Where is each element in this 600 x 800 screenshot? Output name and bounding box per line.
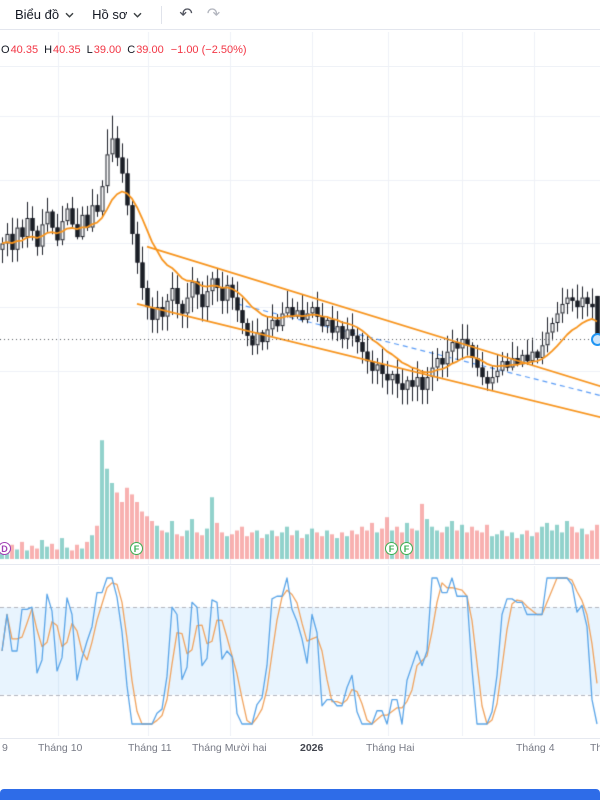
close-value: 39.00 — [136, 44, 164, 56]
low-label: L — [86, 44, 93, 56]
chart-menu-label: Biểu đồ — [15, 7, 60, 22]
x-axis-label: Tháng 4 — [516, 742, 555, 754]
x-axis-label: Tháng 11 — [128, 742, 172, 754]
event-marker-financial-report[interactable]: F — [385, 542, 398, 555]
open-value: 40.35 — [10, 44, 39, 56]
volume-pane[interactable] — [0, 432, 600, 564]
top-toolbar: Biểu đồ Hồ sơ ↶ ↷ — [0, 0, 600, 30]
ohlc-legend: O 40.35 H 40.35 L 39.00 C 39.00 −1.00 (−2.50… — [1, 44, 247, 56]
stochastic-pane[interactable] — [0, 566, 600, 736]
chevron-down-icon — [133, 12, 142, 18]
chevron-down-icon — [65, 12, 74, 18]
high-label: H — [44, 44, 53, 56]
profile-menu-button[interactable]: Hồ sơ — [83, 3, 151, 26]
x-axis-label: Tháng Hai — [366, 742, 415, 754]
x-axis-label: Tháng Mười hai — [192, 742, 267, 754]
high-value: 40.35 — [53, 44, 81, 56]
price-chart-pane[interactable] — [0, 32, 600, 432]
low-value: 39.00 — [93, 44, 122, 56]
close-label: C — [127, 44, 136, 56]
time-axis[interactable]: 9 Tháng 10 Tháng 11 Tháng Mười hai 2026 Tháng… — [0, 739, 600, 761]
change-value: −1.00 (−2.50%) — [170, 44, 247, 56]
pane-separator — [0, 738, 600, 739]
chart-menu-button[interactable]: Biểu đồ — [6, 3, 83, 26]
x-axis-label: Th — [590, 742, 600, 754]
redo-button[interactable]: ↷ — [200, 5, 227, 25]
profile-menu-label: Hồ sơ — [92, 7, 128, 22]
x-axis-label: 2026 — [300, 742, 324, 754]
bottom-blue-bar[interactable] — [0, 789, 600, 800]
event-marker-financial-report[interactable]: F — [400, 542, 413, 555]
last-price-marker — [591, 332, 600, 346]
event-marker-dividend[interactable]: D — [0, 542, 11, 555]
x-axis-label: Tháng 10 — [38, 742, 83, 754]
undo-button[interactable]: ↶ — [172, 5, 199, 25]
toolbar-divider — [161, 5, 163, 24]
x-axis-label: 9 — [2, 742, 8, 754]
open-label: O — [1, 44, 10, 56]
event-marker-financial-report[interactable]: F — [130, 542, 143, 555]
pane-separator — [0, 564, 600, 565]
